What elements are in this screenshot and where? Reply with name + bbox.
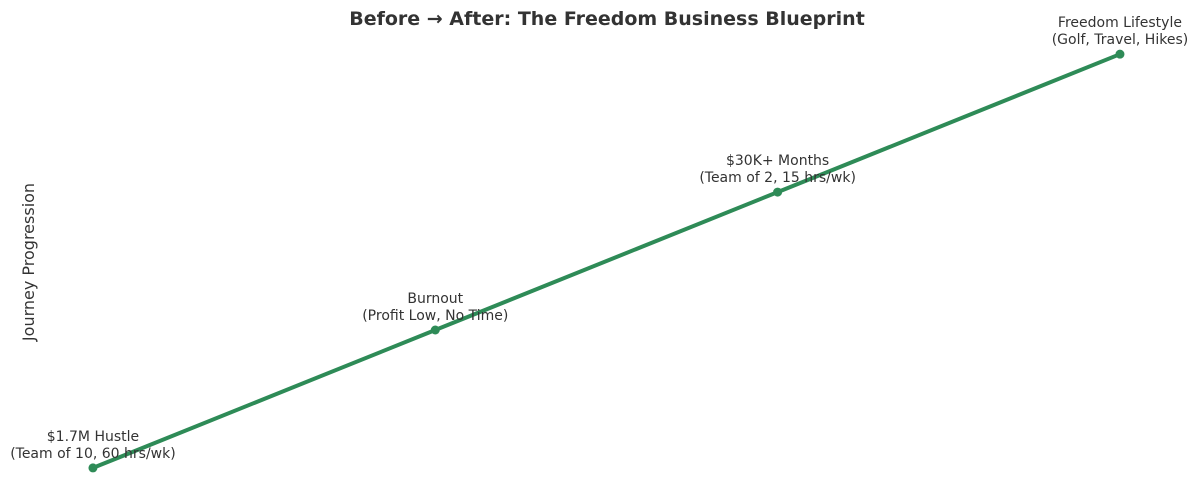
annotation: (Team of 10, 60 hrs/wk) bbox=[10, 446, 176, 462]
y-axis-label: Journey Progression bbox=[19, 183, 38, 342]
annotation: (Team of 2, 15 hrs/wk) bbox=[699, 170, 856, 186]
annotation: Freedom Lifestyle bbox=[1058, 15, 1182, 31]
chart-title: Before → After: The Freedom Business Blu… bbox=[349, 8, 865, 30]
annotation: Burnout bbox=[407, 291, 463, 307]
point bbox=[430, 325, 440, 335]
annotation: (Profit Low, No Time) bbox=[362, 308, 508, 324]
annotation: $30K+ Months bbox=[726, 153, 829, 169]
annotation: (Golf, Travel, Hikes) bbox=[1052, 32, 1189, 48]
point bbox=[88, 463, 98, 473]
annotation: $1.7M Hustle bbox=[47, 429, 139, 445]
line bbox=[90, 52, 1122, 470]
point bbox=[1115, 49, 1125, 59]
point bbox=[773, 187, 783, 197]
